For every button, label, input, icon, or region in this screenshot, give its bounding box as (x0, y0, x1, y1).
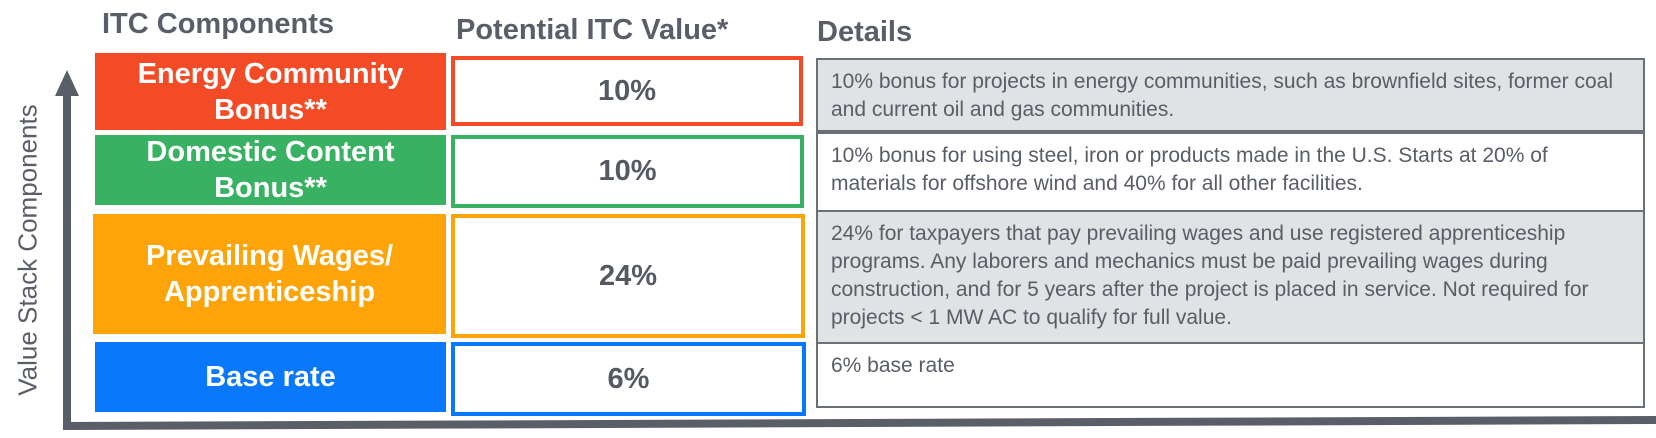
component-label-line1: Prevailing Wages/ (145, 240, 394, 272)
y-axis-line (63, 92, 71, 428)
value-energy-community-bonus: 10% (451, 56, 803, 126)
component-label-line2: Apprenticeship (163, 276, 376, 308)
component-label-line1: Energy Community (137, 57, 404, 90)
component-prevailing-wages-apprenticeship: Prevailing Wages/ Apprenticeship (93, 214, 446, 334)
value-column-header: Potential ITC Value* (456, 14, 729, 46)
component-label-line1: Domestic Content (146, 136, 395, 168)
value-domestic-content-bonus: 10% (451, 135, 804, 208)
components-column-header: ITC Components (102, 8, 334, 40)
details-column-header: Details (817, 16, 913, 48)
details-prevailing-wages-apprenticeship: 24% for taxpayers that pay prevailing wa… (816, 210, 1645, 344)
value-prevailing-wages-apprenticeship: 24% (451, 214, 805, 338)
value-base-rate: 6% (451, 342, 806, 416)
component-label-line2: Bonus** (214, 93, 327, 126)
component-base-rate: Base rate (95, 342, 446, 412)
component-label-line1: Base rate (205, 361, 336, 393)
details-base-rate: 6% base rate (816, 342, 1645, 408)
y-axis-arrowhead (55, 70, 79, 96)
x-axis-line (63, 416, 1656, 430)
details-domestic-content-bonus: 10% bonus for using steel, iron or produ… (816, 132, 1645, 212)
details-energy-community-bonus: 10% bonus for projects in energy communi… (816, 58, 1645, 132)
component-energy-community-bonus: Energy Community Bonus** (95, 53, 446, 130)
component-domestic-content-bonus: Domestic Content Bonus** (95, 135, 446, 205)
component-label-line2: Bonus** (214, 172, 327, 204)
